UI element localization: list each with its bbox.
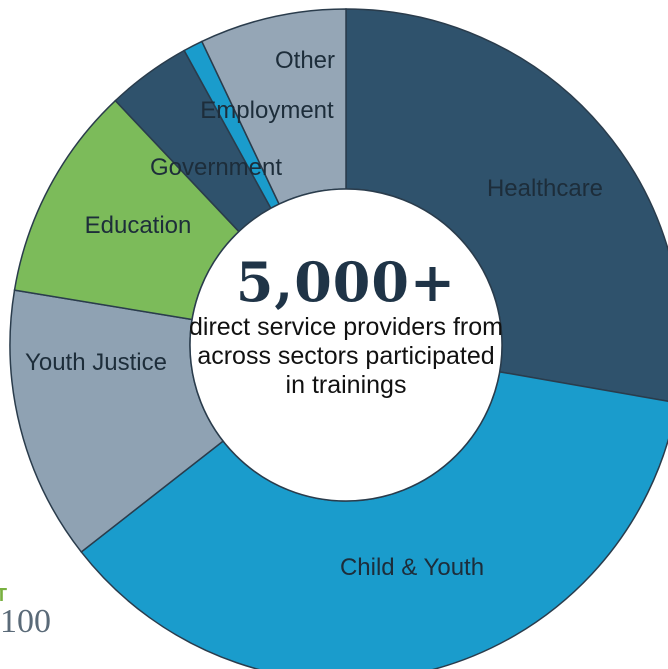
corner-logo-top: T	[0, 585, 7, 605]
center-caption: direct service providers from across sec…	[189, 313, 503, 399]
label-youth-justice: Youth Justice	[25, 349, 167, 376]
label-child-youth: Child & Youth	[340, 554, 484, 581]
center-headline: 5,000+	[235, 250, 457, 314]
label-employment: Employment	[200, 97, 334, 124]
label-education: Education	[85, 212, 192, 239]
label-other: Other	[275, 47, 335, 74]
slice-labels: Healthcare Child & Youth Youth Justice Educ…	[25, 47, 603, 581]
corner-logo-number: 100	[0, 603, 51, 640]
donut-slices	[9, 8, 668, 669]
donut-hole	[189, 188, 503, 502]
label-government: Government	[150, 154, 282, 181]
corner-logo: T 100	[0, 585, 60, 645]
label-healthcare: Healthcare	[487, 175, 603, 202]
